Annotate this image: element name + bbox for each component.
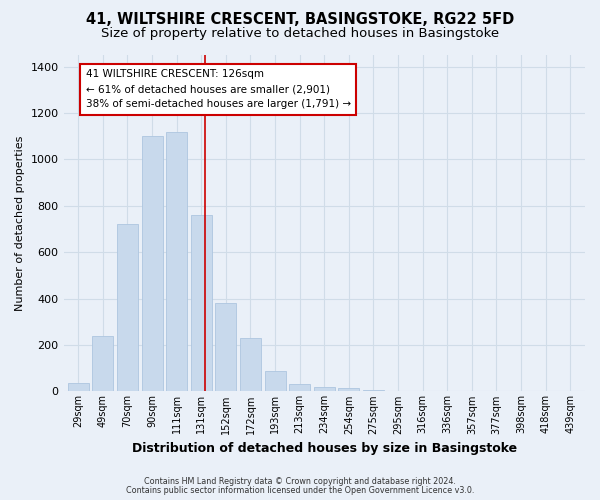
Bar — [117, 224, 138, 392]
Text: 41, WILTSHIRE CRESCENT, BASINGSTOKE, RG22 5FD: 41, WILTSHIRE CRESCENT, BASINGSTOKE, RG2… — [86, 12, 514, 28]
Bar — [338, 388, 359, 392]
Text: Size of property relative to detached houses in Basingstoke: Size of property relative to detached ho… — [101, 28, 499, 40]
Bar — [215, 303, 236, 392]
Bar — [68, 384, 89, 392]
Bar — [265, 370, 286, 392]
Bar — [363, 390, 384, 392]
Y-axis label: Number of detached properties: Number of detached properties — [15, 136, 25, 311]
Bar — [191, 215, 212, 392]
Bar — [92, 336, 113, 392]
Text: Contains public sector information licensed under the Open Government Licence v3: Contains public sector information licen… — [126, 486, 474, 495]
Bar — [314, 386, 335, 392]
Bar — [240, 338, 261, 392]
Text: 41 WILTSHIRE CRESCENT: 126sqm
← 61% of detached houses are smaller (2,901)
38% o: 41 WILTSHIRE CRESCENT: 126sqm ← 61% of d… — [86, 69, 351, 110]
Bar — [166, 132, 187, 392]
X-axis label: Distribution of detached houses by size in Basingstoke: Distribution of detached houses by size … — [132, 442, 517, 455]
Bar — [142, 136, 163, 392]
Text: Contains HM Land Registry data © Crown copyright and database right 2024.: Contains HM Land Registry data © Crown c… — [144, 477, 456, 486]
Bar — [289, 384, 310, 392]
